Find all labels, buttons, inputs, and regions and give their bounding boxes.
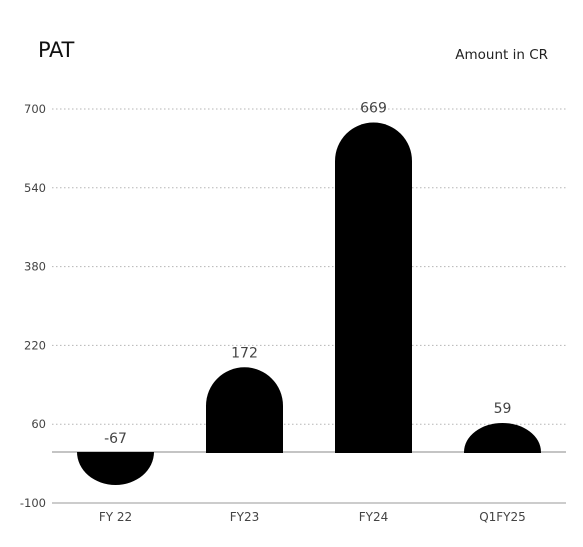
x-category-label: FY23 [230,510,260,524]
unit-label: Amount in CR [455,47,548,63]
y-tick-label: 700 [24,102,46,116]
bar-fy23 [206,367,283,453]
bar-fy24 [335,122,412,453]
y-tick-label: 540 [24,181,46,195]
y-tick-label: -100 [20,496,46,510]
y-tick-label: 380 [24,260,46,274]
x-category-label: FY24 [359,510,389,524]
data-label: -67 [104,431,127,447]
y-tick-label: 60 [31,417,46,431]
chart-title: PAT [38,38,74,62]
data-label: 669 [360,101,387,117]
y-tick-label: 220 [24,338,46,352]
bar-q1fy25 [464,422,541,453]
x-category-label: Q1FY25 [479,510,526,524]
data-label: 172 [231,345,258,361]
bar-fy22 [77,452,154,485]
data-label: 59 [494,401,512,417]
x-category-label: FY 22 [99,510,132,524]
